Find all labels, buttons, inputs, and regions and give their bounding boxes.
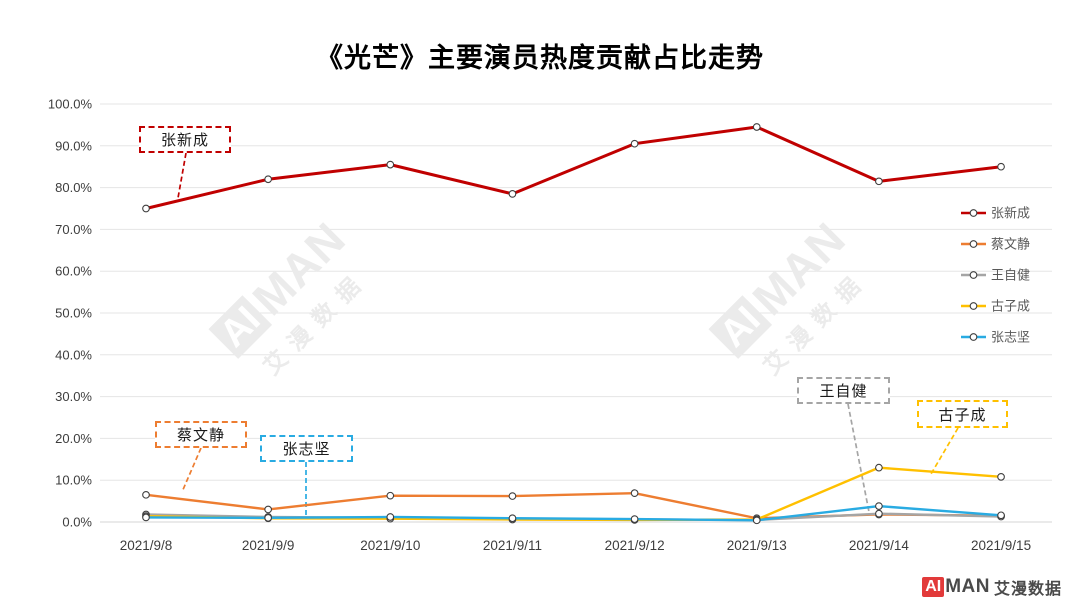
- annotation-zhangzhijian: 张志坚: [260, 435, 353, 462]
- annotation-label: 张新成: [160, 132, 209, 149]
- series-line-4: [144, 504, 1003, 522]
- data-point-marker: [630, 489, 639, 498]
- data-point-marker: [508, 514, 517, 523]
- legend-label: 王自健: [991, 268, 1030, 283]
- data-point-marker: [997, 162, 1005, 171]
- data-point-marker: [630, 139, 639, 148]
- data-point-marker: [752, 516, 761, 525]
- logo-ai-badge: AI: [922, 577, 945, 597]
- annotation-label: 张志坚: [282, 441, 331, 458]
- data-point-marker: [386, 491, 395, 500]
- data-point-marker: [630, 515, 639, 523]
- data-point-marker: [142, 204, 150, 213]
- annotation-wangzijian: 王自健: [797, 377, 890, 404]
- legend-marker: [969, 302, 978, 310]
- annotation-caiwenjing: 蔡文静: [155, 421, 247, 448]
- x-tick-label: 2021/9/10: [360, 538, 420, 553]
- logo-cn-text: 艾漫数据: [993, 581, 1062, 598]
- legend-label: 张新成: [991, 206, 1030, 221]
- annotation-zhangxincheng: 张新成: [139, 126, 231, 153]
- x-tick-label: 2021/9/13: [727, 538, 787, 553]
- annotation-label: 古子成: [938, 406, 987, 424]
- legend-item: 蔡文静: [961, 237, 1030, 252]
- data-point-marker: [386, 513, 395, 521]
- legend-marker: [969, 240, 978, 248]
- data-point-marker: [264, 505, 273, 514]
- y-tick-label: 70.0%: [55, 222, 92, 237]
- x-tick-label: 2021/9/9: [242, 538, 295, 553]
- y-tick-label: 90.0%: [55, 138, 92, 153]
- annotation-leader: [847, 403, 870, 513]
- y-tick-label: 10.0%: [55, 473, 92, 488]
- y-tick-label: 0.0%: [62, 515, 92, 530]
- legend-item: 张新成: [961, 206, 1030, 221]
- data-point-marker: [264, 513, 273, 522]
- x-tick-label: 2021/9/12: [605, 538, 665, 553]
- legend-marker: [969, 209, 978, 217]
- annotation-leader: [177, 152, 187, 199]
- annotation-leader: [181, 447, 202, 493]
- legend-item: 古子成: [961, 299, 1030, 314]
- x-tick-label: 2021/9/11: [483, 538, 542, 553]
- legend-item: 王自健: [961, 268, 1030, 283]
- data-point-marker: [997, 473, 1005, 481]
- aiman-logo: AI MAN 艾漫数据: [922, 575, 1062, 599]
- data-point-marker: [875, 509, 883, 518]
- legend-label: 张志坚: [991, 330, 1030, 345]
- y-tick-label: 40.0%: [55, 347, 92, 362]
- annotation-label: 蔡文静: [176, 427, 225, 444]
- data-point-marker: [875, 463, 883, 472]
- data-point-marker: [997, 511, 1005, 520]
- x-tick-label: 2021/9/14: [849, 538, 910, 553]
- legend-label: 蔡文静: [991, 237, 1030, 252]
- data-point-marker: [386, 160, 395, 169]
- y-tick-label: 80.0%: [55, 180, 92, 195]
- y-tick-label: 20.0%: [55, 431, 92, 446]
- data-point-marker: [142, 490, 150, 499]
- data-point-marker: [508, 190, 517, 198]
- y-tick-label: 60.0%: [55, 264, 92, 279]
- x-tick-label: 2021/9/8: [120, 538, 173, 553]
- x-tick-label: 2021/9/15: [971, 538, 1031, 553]
- y-tick-label: 50.0%: [55, 306, 92, 321]
- data-point-marker: [752, 123, 761, 131]
- chart-title: 《光芒》主要演员热度贡献占比走势: [316, 43, 764, 73]
- annotation-label: 王自健: [819, 383, 868, 400]
- legend-marker: [969, 271, 978, 279]
- data-point-marker: [264, 175, 273, 184]
- y-tick-label: 100.0%: [48, 97, 93, 112]
- data-point-marker: [875, 177, 883, 186]
- annotation-leader: [930, 427, 959, 475]
- series-line-0: [144, 125, 1003, 210]
- data-point-marker: [875, 502, 883, 510]
- logo-man-text: MAN: [945, 576, 990, 597]
- legend-item: 张志坚: [961, 330, 1030, 345]
- data-point-marker: [508, 492, 517, 500]
- annotation-guzicheng: 古子成: [917, 400, 1008, 428]
- y-tick-label: 30.0%: [55, 389, 92, 404]
- data-point-marker: [142, 513, 150, 522]
- legend-marker: [969, 333, 978, 341]
- legend-label: 古子成: [991, 299, 1030, 314]
